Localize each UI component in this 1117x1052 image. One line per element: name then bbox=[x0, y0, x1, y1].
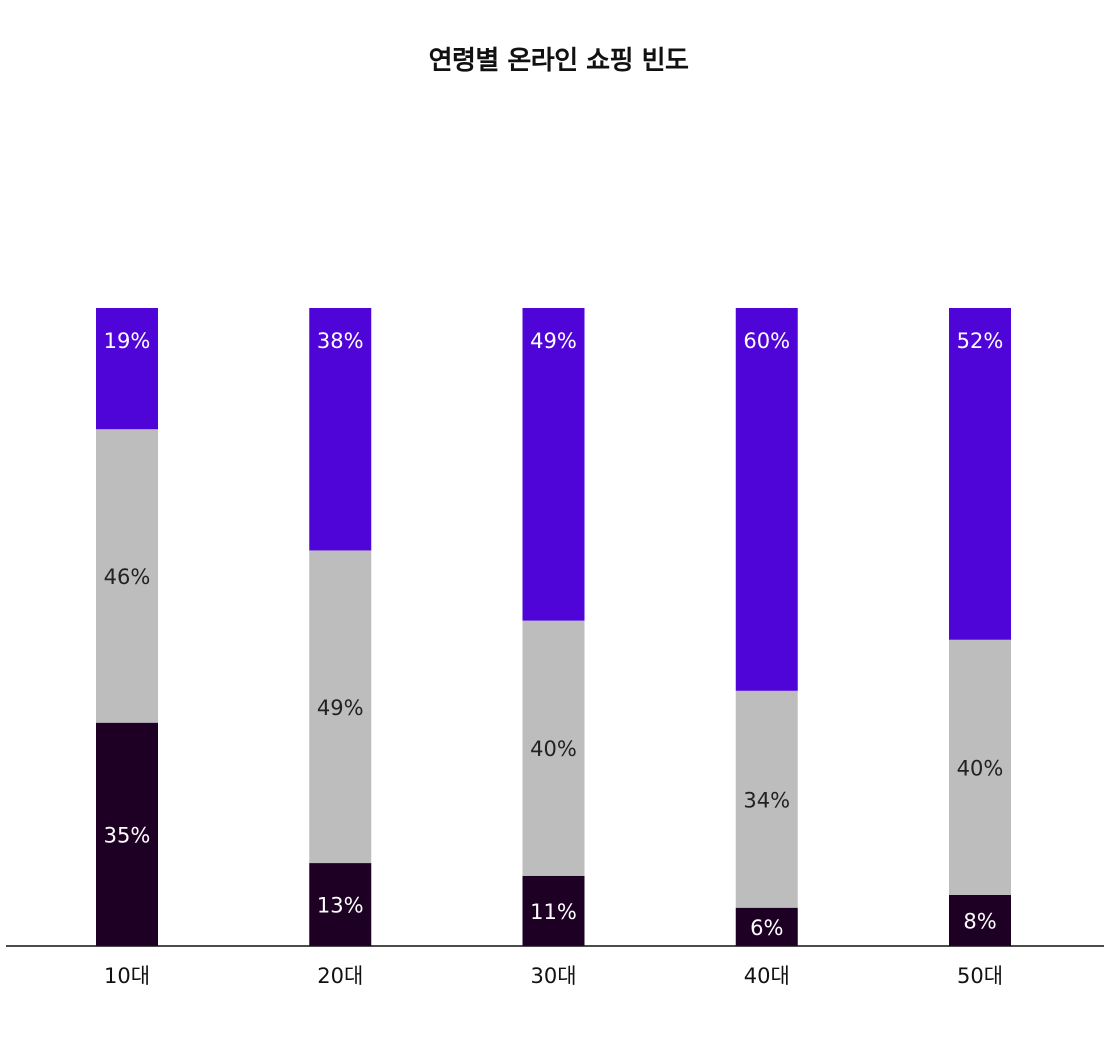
data-label: 49% bbox=[317, 696, 364, 720]
bar-segment bbox=[522, 620, 585, 876]
data-label: 8% bbox=[963, 909, 996, 933]
data-label: 11% bbox=[530, 900, 577, 924]
bar-segment bbox=[96, 722, 158, 946]
data-label: 49% bbox=[530, 329, 577, 353]
x-tick-label: 20대 bbox=[317, 964, 363, 988]
bar-segment bbox=[522, 875, 585, 946]
bar-segment bbox=[309, 550, 372, 864]
x-tick-labels-layer: 10대 20대 30대 40대 50대 bbox=[104, 964, 1003, 988]
bar-segment bbox=[949, 639, 1011, 895]
chart-title: 연령별 온라인 쇼핑 빈도 bbox=[428, 46, 689, 76]
data-label: 34% bbox=[743, 788, 790, 812]
bar-segment bbox=[735, 308, 798, 691]
bar-segment bbox=[96, 429, 158, 723]
data-label: 38% bbox=[317, 329, 364, 353]
x-tick-label: 10대 bbox=[104, 964, 150, 988]
bars-layer bbox=[96, 308, 1011, 946]
data-label: 40% bbox=[530, 737, 577, 761]
bar-segment bbox=[735, 690, 798, 908]
data-label: 19% bbox=[104, 329, 151, 353]
data-label: 52% bbox=[957, 329, 1004, 353]
bar-segment bbox=[309, 308, 372, 551]
data-label: 60% bbox=[743, 329, 790, 353]
bar-segment bbox=[949, 308, 1011, 640]
data-label: 40% bbox=[957, 756, 1004, 780]
data-label: 35% bbox=[104, 823, 151, 847]
data-label: 46% bbox=[104, 565, 151, 589]
x-tick-label: 30대 bbox=[530, 964, 576, 988]
bar-segment bbox=[96, 308, 158, 430]
x-tick-label: 50대 bbox=[957, 964, 1003, 988]
bar-segment bbox=[949, 894, 1011, 946]
value-labels-layer: 35% 46% 19% 13% 49% 38% 11% 40% 49% 6% 34% 60% 8% 40%… bbox=[104, 329, 1004, 940]
bar-segment bbox=[522, 308, 585, 621]
x-tick-label: 40대 bbox=[744, 964, 790, 988]
data-label: 6% bbox=[750, 916, 783, 940]
bar-segment bbox=[309, 863, 372, 946]
data-label: 13% bbox=[317, 894, 364, 918]
bar-segment bbox=[735, 907, 798, 946]
